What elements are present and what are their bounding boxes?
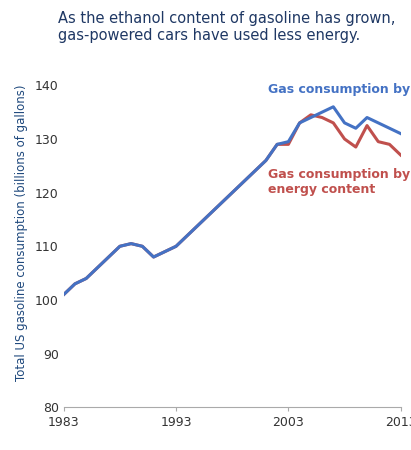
Text: As the ethanol content of gasoline has grown,: As the ethanol content of gasoline has g… — [58, 11, 395, 26]
Text: Gas consumption by
energy content: Gas consumption by energy content — [268, 168, 410, 197]
Text: gas-powered cars have used less energy.: gas-powered cars have used less energy. — [58, 28, 360, 43]
Text: Gas consumption by volume: Gas consumption by volume — [268, 83, 411, 96]
Y-axis label: Total US gasoline consumption (billions of gallons): Total US gasoline consumption (billions … — [15, 85, 28, 381]
